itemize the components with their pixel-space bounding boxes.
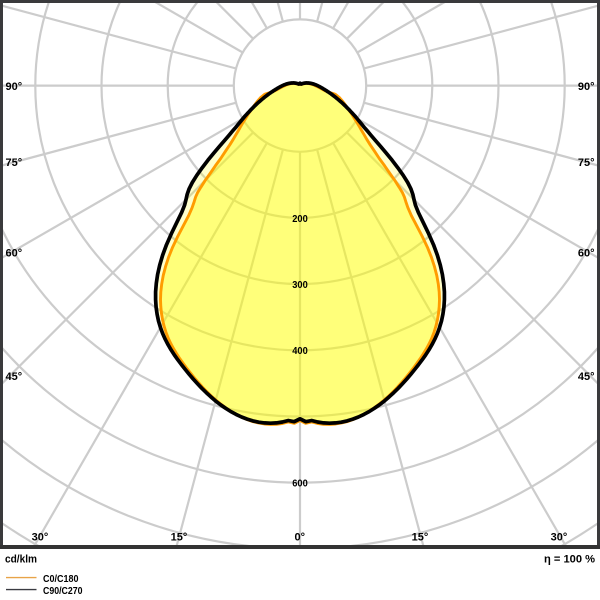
svg-text:15°: 15° xyxy=(412,532,429,544)
svg-text:75°: 75° xyxy=(6,157,23,169)
svg-text:15°: 15° xyxy=(171,532,188,544)
svg-text:45°: 45° xyxy=(578,371,595,383)
svg-text:45°: 45° xyxy=(6,371,23,383)
svg-text:75°: 75° xyxy=(578,157,595,169)
svg-text:cd/klm: cd/klm xyxy=(5,554,37,566)
svg-text:200: 200 xyxy=(292,214,308,225)
svg-text:0°: 0° xyxy=(295,532,306,544)
svg-text:C90/C270: C90/C270 xyxy=(43,586,83,597)
svg-text:η = 100 %: η = 100 % xyxy=(544,554,595,566)
svg-text:600: 600 xyxy=(292,479,308,490)
svg-text:300: 300 xyxy=(292,280,308,291)
svg-text:30°: 30° xyxy=(32,532,49,544)
svg-text:60°: 60° xyxy=(6,248,23,260)
svg-text:C0/C180: C0/C180 xyxy=(43,574,79,585)
svg-text:60°: 60° xyxy=(578,248,595,260)
svg-text:400: 400 xyxy=(292,346,308,357)
svg-text:90°: 90° xyxy=(578,81,595,93)
svg-text:30°: 30° xyxy=(551,532,568,544)
svg-text:90°: 90° xyxy=(6,81,23,93)
